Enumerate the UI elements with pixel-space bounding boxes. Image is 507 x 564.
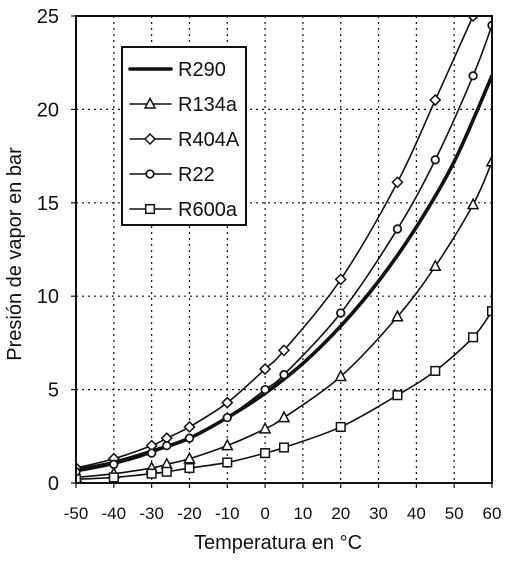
series-point-r600a-8 [335,421,346,433]
legend-item-r600a: R600a [129,199,238,221]
y-tick-label-0: 0 [48,473,59,495]
legend-marker-r22 [145,169,155,179]
x-tick-label-60: 60 [483,504,502,523]
legend-label-r134a: R134a [178,94,238,116]
legend-item-r134a: R134a [129,94,238,116]
series-point-r600a-12 [486,306,492,317]
series-r404a [76,16,480,475]
x-axis-label: Temperatura en °C [194,532,362,554]
y-tick-label-25: 25 [37,6,59,28]
series-point-r404a-4 [183,420,196,434]
legend-marker-r600a [144,203,156,215]
legend-layer: R290 R134a R404A R22 R600a [121,46,247,226]
series-point-r22-6 [260,384,270,395]
series-point-r134a-11 [466,197,480,210]
legend-item-r290: R290 [128,59,226,81]
legend-label-r22: R22 [178,164,215,186]
legend-label-r600a: R600a [178,199,238,221]
series-point-r22-10 [430,155,440,165]
x-tick-label-50: 50 [445,504,464,523]
series-point-r404a-7 [277,344,291,357]
series-point-r404a-11 [467,16,480,23]
series-point-r22-11 [468,71,478,81]
series-point-r600a-9 [392,390,403,401]
plot-frame [75,15,493,484]
series-point-r22-5 [222,412,232,423]
x-tick-label-40: 40 [407,504,426,523]
series-point-r600a-3 [161,466,172,477]
series-point-r404a-5 [221,396,234,409]
series-point-r134a-5 [221,438,234,451]
legend-box [121,46,247,226]
series-point-r404a-8 [334,273,347,286]
x-tick-label-50: -50 [64,504,89,523]
label-layer: Temperatura en °C Presión de vapor en ba… [4,147,362,554]
series-point-r404a-10 [429,93,442,107]
series-point-r600a-6 [260,448,271,459]
series-point-r22-4 [184,433,195,443]
series-point-r22-3 [162,440,172,451]
axis-layer: -50 -40 -30 -20 -10 0 10 20 30 40 50 60 0 5 10 15 20 25 [37,6,502,523]
x-tick-label-10: 10 [293,504,312,523]
series-point-r134a-10 [429,259,442,272]
series-point-r22-2 [146,448,157,458]
series-point-r134a-8 [334,369,347,382]
series-point-r22-1 [109,459,119,469]
series-point-r600a-0 [76,474,82,483]
y-tick-label-10: 10 [37,286,59,308]
series-point-r600a-2 [146,468,157,479]
x-tick-label-20: 20 [331,504,350,523]
y-tick-label-15: 15 [37,193,59,215]
series-point-r600a-4 [184,463,195,474]
series-layer [76,16,492,483]
series-point-r600a-11 [468,332,479,343]
series-point-r22-9 [392,224,403,234]
series-point-r404a-9 [391,176,404,189]
legend-item-r404a: R404A [129,129,240,151]
series-point-r134a-4 [183,451,196,464]
series-point-r600a-5 [222,457,233,468]
series-r22 [76,20,492,477]
y-axis-label: Presión de vapor en bar [4,147,26,361]
legend-label-r404a: R404A [178,129,240,151]
y-tick-label-20: 20 [37,99,59,121]
series-point-r404a-6 [259,362,272,376]
series-point-r600a-10 [430,365,441,376]
x-tick-label-30: 30 [369,504,388,523]
series-point-r134a-12 [485,154,492,167]
x-tick-label-20: -20 [177,504,202,523]
series-point-r22-7 [279,370,289,380]
series-point-r134a-9 [391,309,404,322]
series-point-r600a-1 [108,472,119,483]
x-tick-label-30: -30 [139,504,164,523]
x-tick-label-0: 0 [260,504,269,523]
series-r600a [76,306,492,483]
x-tick-label-10: -10 [215,504,240,523]
series-point-r22-8 [336,308,346,318]
legend-label-r290: R290 [178,59,226,81]
series-point-r134a-6 [258,421,272,434]
series-point-r134a-7 [277,410,291,423]
legend-marker-r404a [143,132,157,146]
y-tick-label-5: 5 [48,380,59,402]
series-point-r600a-7 [278,442,290,453]
legend-item-r22: R22 [129,164,215,186]
legend-marker-r134a [143,96,157,109]
x-tick-label-40: -40 [102,504,127,523]
